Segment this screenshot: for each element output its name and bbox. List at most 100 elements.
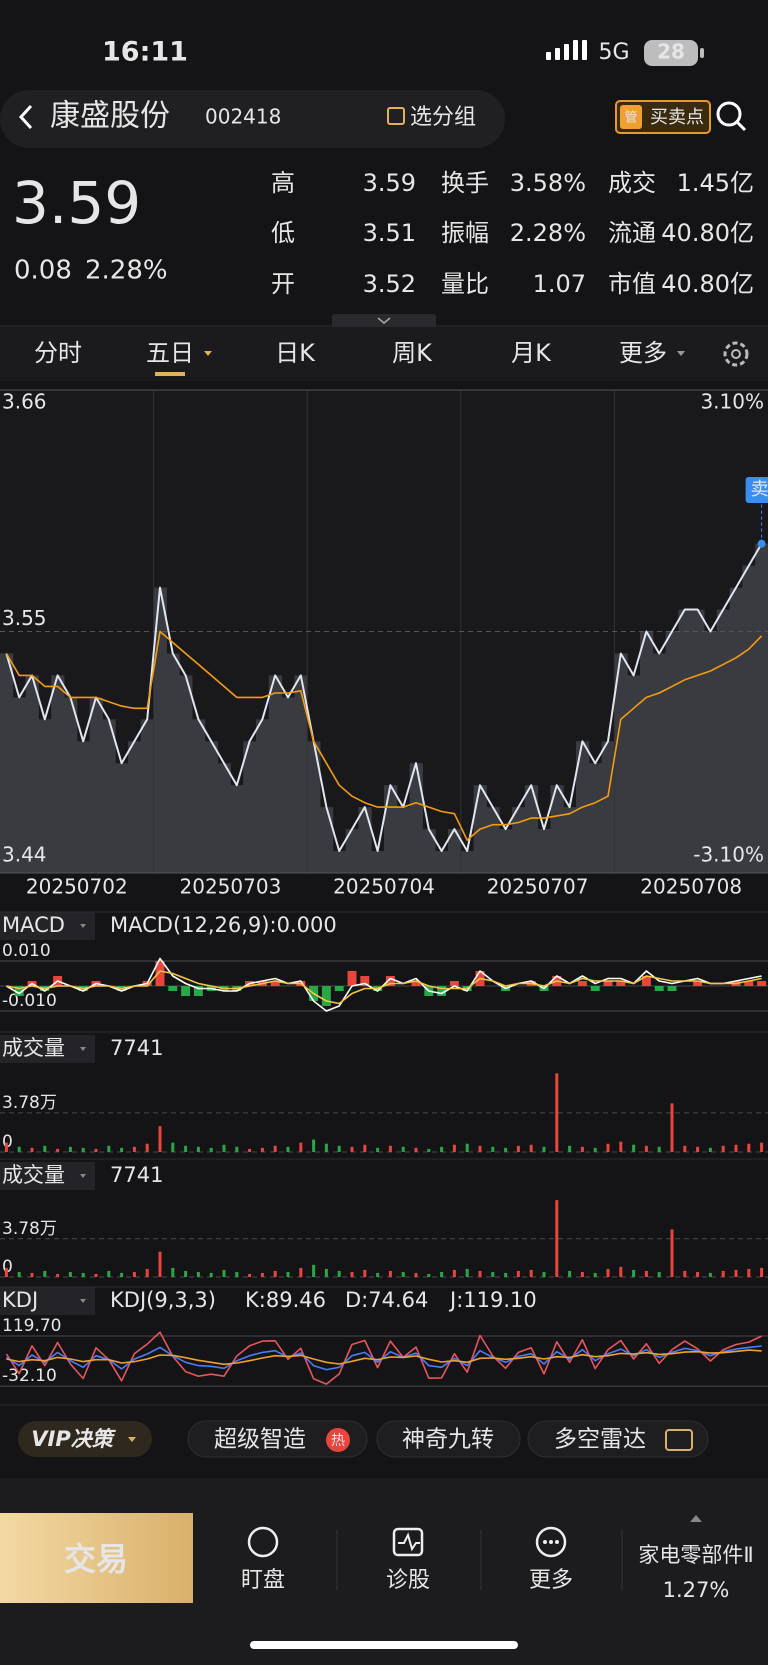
price-area-column xyxy=(204,741,219,873)
volume-bar xyxy=(248,1273,252,1277)
stat-label: 低 xyxy=(271,219,295,247)
more-icon[interactable] xyxy=(535,1526,567,1558)
sector-caret xyxy=(690,1515,702,1522)
tool-pill[interactable] xyxy=(527,1420,709,1458)
volume-bar xyxy=(683,1145,687,1152)
panel-value: 7741 xyxy=(110,1163,163,1187)
price-area-column xyxy=(524,785,539,873)
tab-caret xyxy=(204,351,212,356)
hot-badge xyxy=(326,1428,350,1452)
diagnose-icon[interactable] xyxy=(392,1527,424,1557)
macd-bar xyxy=(437,986,447,996)
price-area-column xyxy=(281,697,295,873)
volume-bar xyxy=(363,1269,367,1277)
volume-bar xyxy=(619,1141,623,1152)
tab[interactable]: 周K xyxy=(392,339,433,367)
volume-bar xyxy=(593,1272,597,1277)
volume-bar xyxy=(94,1148,98,1152)
panel-label[interactable]: 成交量 xyxy=(2,1036,65,1060)
price-area-column xyxy=(268,675,283,873)
expand-handle[interactable] xyxy=(332,314,436,328)
tool-pill[interactable] xyxy=(376,1420,521,1458)
kdj-line xyxy=(6,1349,762,1366)
panel-title: KDJ(9,3,3) xyxy=(110,1288,216,1312)
volume-bar xyxy=(81,1147,85,1152)
price-area-column xyxy=(12,697,27,873)
tab[interactable]: 月K xyxy=(511,339,552,367)
price-area-column xyxy=(179,675,193,873)
panel-label[interactable]: MACD xyxy=(2,913,65,937)
volume-bar xyxy=(619,1266,623,1277)
volume-bar xyxy=(286,1146,290,1152)
volume-bar xyxy=(644,1270,648,1277)
volume-bar xyxy=(350,1146,354,1152)
tool-button[interactable]: 多空雷达 xyxy=(554,1427,646,1453)
price-area-column xyxy=(102,719,116,873)
price-area-column xyxy=(422,829,436,873)
volume-bar xyxy=(696,1271,700,1277)
footer-action[interactable]: 诊股 xyxy=(386,1568,430,1593)
volume-bar xyxy=(452,1269,456,1277)
volume-bar xyxy=(542,1146,546,1152)
price-area-column xyxy=(588,763,603,873)
sector-name[interactable]: 家电零部件Ⅱ xyxy=(638,1543,753,1567)
volume-bar xyxy=(644,1145,648,1152)
badge-icon xyxy=(620,105,642,129)
volume-bar xyxy=(721,1145,725,1152)
y-tick-label: 3.78万 xyxy=(2,1219,57,1239)
macd-bar xyxy=(744,981,754,986)
diagnose-line xyxy=(398,1532,420,1552)
volume-bar xyxy=(376,1272,380,1277)
watch-icon[interactable] xyxy=(247,1526,279,1558)
footer-action[interactable]: 盯盘 xyxy=(241,1568,285,1593)
volume-bar xyxy=(555,1200,559,1277)
tab[interactable]: 五日 xyxy=(146,339,194,367)
volume-bar xyxy=(30,1272,34,1277)
tool-button[interactable]: 超级智造 xyxy=(214,1427,306,1453)
volume-bar xyxy=(670,1229,674,1277)
volume-bar xyxy=(491,1146,495,1152)
volume-bar xyxy=(401,1271,405,1277)
volume-bar xyxy=(132,1146,136,1152)
group-button[interactable]: 选分组 xyxy=(410,105,476,130)
price-area-column xyxy=(448,829,462,873)
signal-icon xyxy=(546,40,587,60)
panel-header-bg xyxy=(0,1035,95,1063)
tool-button[interactable]: 神奇九转 xyxy=(402,1427,494,1453)
price-area-column xyxy=(550,785,564,873)
radar-icon xyxy=(665,1429,693,1451)
macd-bar xyxy=(385,976,395,986)
search-icon[interactable] xyxy=(716,101,742,127)
more-dots xyxy=(543,1540,559,1544)
trade-label[interactable]: 交易 xyxy=(64,1540,128,1578)
vip-pill[interactable] xyxy=(18,1421,152,1457)
tab[interactable]: 更多 xyxy=(619,339,667,367)
volume-bar xyxy=(568,1270,572,1277)
trade-button[interactable] xyxy=(0,1513,193,1603)
volume-bar xyxy=(555,1073,559,1152)
volume-bar xyxy=(68,1271,72,1277)
footer-action[interactable]: 更多 xyxy=(529,1568,573,1593)
x-tick-label: 20250708 xyxy=(640,875,742,899)
volume-bar xyxy=(478,1270,482,1277)
tool-pill[interactable] xyxy=(187,1420,368,1458)
y-tick-label: 0.010 xyxy=(2,941,51,961)
back-button[interactable] xyxy=(18,104,33,130)
panel-label[interactable]: KDJ xyxy=(2,1288,38,1312)
change-pct: 2.28% xyxy=(85,256,168,286)
annotation-bg[interactable] xyxy=(745,477,768,503)
vip-decision[interactable]: VIP决策 xyxy=(31,1427,116,1451)
volume-bar xyxy=(452,1144,456,1152)
macd-bar xyxy=(270,981,280,986)
y-tick-label: 119.70 xyxy=(2,1316,61,1336)
panel-label[interactable]: 成交量 xyxy=(2,1163,65,1187)
tab[interactable]: 分时 xyxy=(34,339,82,367)
badge-text: 管 xyxy=(624,111,637,126)
volume-bar xyxy=(657,1271,661,1277)
panel-header-bg xyxy=(0,1162,95,1190)
settings-icon[interactable] xyxy=(723,341,749,367)
tab[interactable]: 日K xyxy=(275,339,316,367)
y-tick-label: 0 xyxy=(2,1257,13,1277)
volume-bar xyxy=(171,1142,175,1152)
volume-bar xyxy=(388,1270,392,1277)
